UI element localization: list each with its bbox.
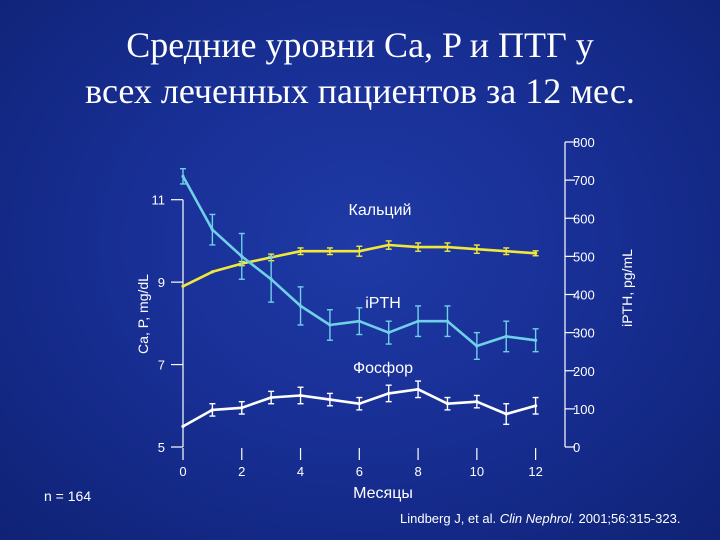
- right-axis-label: iPTH, pg/mL: [619, 249, 635, 327]
- x-axis-tick-label: 0: [179, 464, 186, 479]
- x-axis-label: Месяцы: [353, 485, 413, 502]
- right-axis-tick-label: 600: [573, 211, 595, 226]
- x-axis-tick-label: 6: [356, 464, 363, 479]
- data-point-фосфор: [328, 398, 332, 402]
- chart-series: [180, 167, 539, 428]
- right-axis-tick-label: 0: [573, 440, 580, 455]
- x-axis-tick-label: 12: [528, 464, 542, 479]
- data-point-кальций: [210, 270, 214, 274]
- data-point-ipth: [181, 174, 185, 178]
- data-point-фосфор: [357, 402, 361, 406]
- data-point-кальций: [328, 249, 332, 253]
- series-annotation: iPTH: [365, 295, 401, 312]
- data-point-кальций: [504, 249, 508, 253]
- x-axis-tick-label: 10: [470, 464, 484, 479]
- right-axis-tick-label: 400: [573, 288, 595, 303]
- data-point-фосфор: [387, 391, 391, 396]
- data-point-ipth: [240, 254, 244, 258]
- data-point-ipth: [416, 319, 420, 323]
- data-point-ipth: [445, 319, 450, 323]
- right-axis-tick-label: 300: [573, 326, 595, 341]
- data-point-фосфор: [504, 412, 508, 416]
- series-annotation: Кальций: [349, 202, 412, 219]
- data-point-фосфор: [210, 408, 214, 412]
- left-axis-label: Ca, P, mg/dL: [135, 274, 151, 354]
- left-axis-tick-label: 7: [158, 358, 165, 373]
- data-point-кальций: [534, 251, 538, 255]
- data-point-ipth: [269, 277, 273, 281]
- right-axis-tick-label: 200: [573, 364, 595, 379]
- data-point-кальций: [298, 249, 303, 253]
- data-point-кальций: [445, 245, 450, 249]
- data-point-фосфор: [298, 393, 303, 398]
- chart-labels: Месяцы Ca, P, mg/dL iPTH, pg/mL Кальций iPTH…: [135, 202, 635, 502]
- sample-size-label: n = 164: [44, 488, 92, 504]
- citation-journal: Clin Nephrol.: [499, 511, 575, 526]
- data-point-фосфор: [475, 400, 479, 404]
- data-point-ipth: [328, 323, 332, 327]
- data-point-кальций: [416, 245, 420, 249]
- data-point-кальций: [357, 249, 361, 253]
- data-point-фосфор: [240, 406, 244, 410]
- left-axis-tick-label: 9: [158, 275, 165, 290]
- right-axis-tick-label: 100: [573, 402, 595, 417]
- right-axis-tick-label: 800: [573, 135, 595, 150]
- citation-suffix: 2001;56:315-323.: [574, 511, 681, 526]
- data-point-кальций: [181, 284, 185, 288]
- data-point-фосфор: [416, 387, 420, 391]
- data-point-ipth: [210, 228, 214, 232]
- data-point-фосфор: [181, 424, 185, 428]
- x-axis-tick-label: 4: [297, 464, 304, 479]
- series-annotation: Фосфор: [353, 360, 413, 377]
- data-point-кальций: [475, 247, 479, 251]
- citation: Lindberg J, et al. Clin Nephrol. 2001;56…: [400, 511, 680, 526]
- data-point-ipth: [475, 344, 479, 348]
- title-line-2: всех леченных пациентов за 12 мес.: [85, 71, 635, 111]
- title-line-1: Средние уровни Ca, P и ПТГ у: [126, 25, 594, 65]
- left-axis-tick-label: 11: [152, 193, 166, 208]
- right-axis-tick-label: 500: [573, 249, 595, 264]
- data-point-ipth: [298, 304, 303, 308]
- chart-axes: 5 7 9 11 0 100 200 300 400 500 600 700 800 0 2 4 6 8 10 12: [152, 135, 595, 479]
- data-point-фосфор: [269, 395, 273, 400]
- x-axis-tick-label: 2: [238, 464, 245, 479]
- right-axis-tick-label: 700: [573, 173, 595, 188]
- data-point-кальций: [387, 243, 391, 247]
- data-point-фосфор: [445, 402, 450, 406]
- data-point-фосфор: [534, 404, 538, 408]
- left-axis-tick-label: 5: [158, 440, 165, 455]
- data-point-ipth: [534, 338, 538, 342]
- data-point-ipth: [504, 334, 508, 339]
- data-point-ipth: [357, 319, 361, 323]
- slide-title: Средние уровни Ca, P и ПТГ у всех леченн…: [0, 22, 720, 114]
- x-axis-tick-label: 8: [414, 464, 421, 479]
- citation-prefix: Lindberg J, et al.: [400, 511, 500, 526]
- data-point-ipth: [387, 331, 391, 335]
